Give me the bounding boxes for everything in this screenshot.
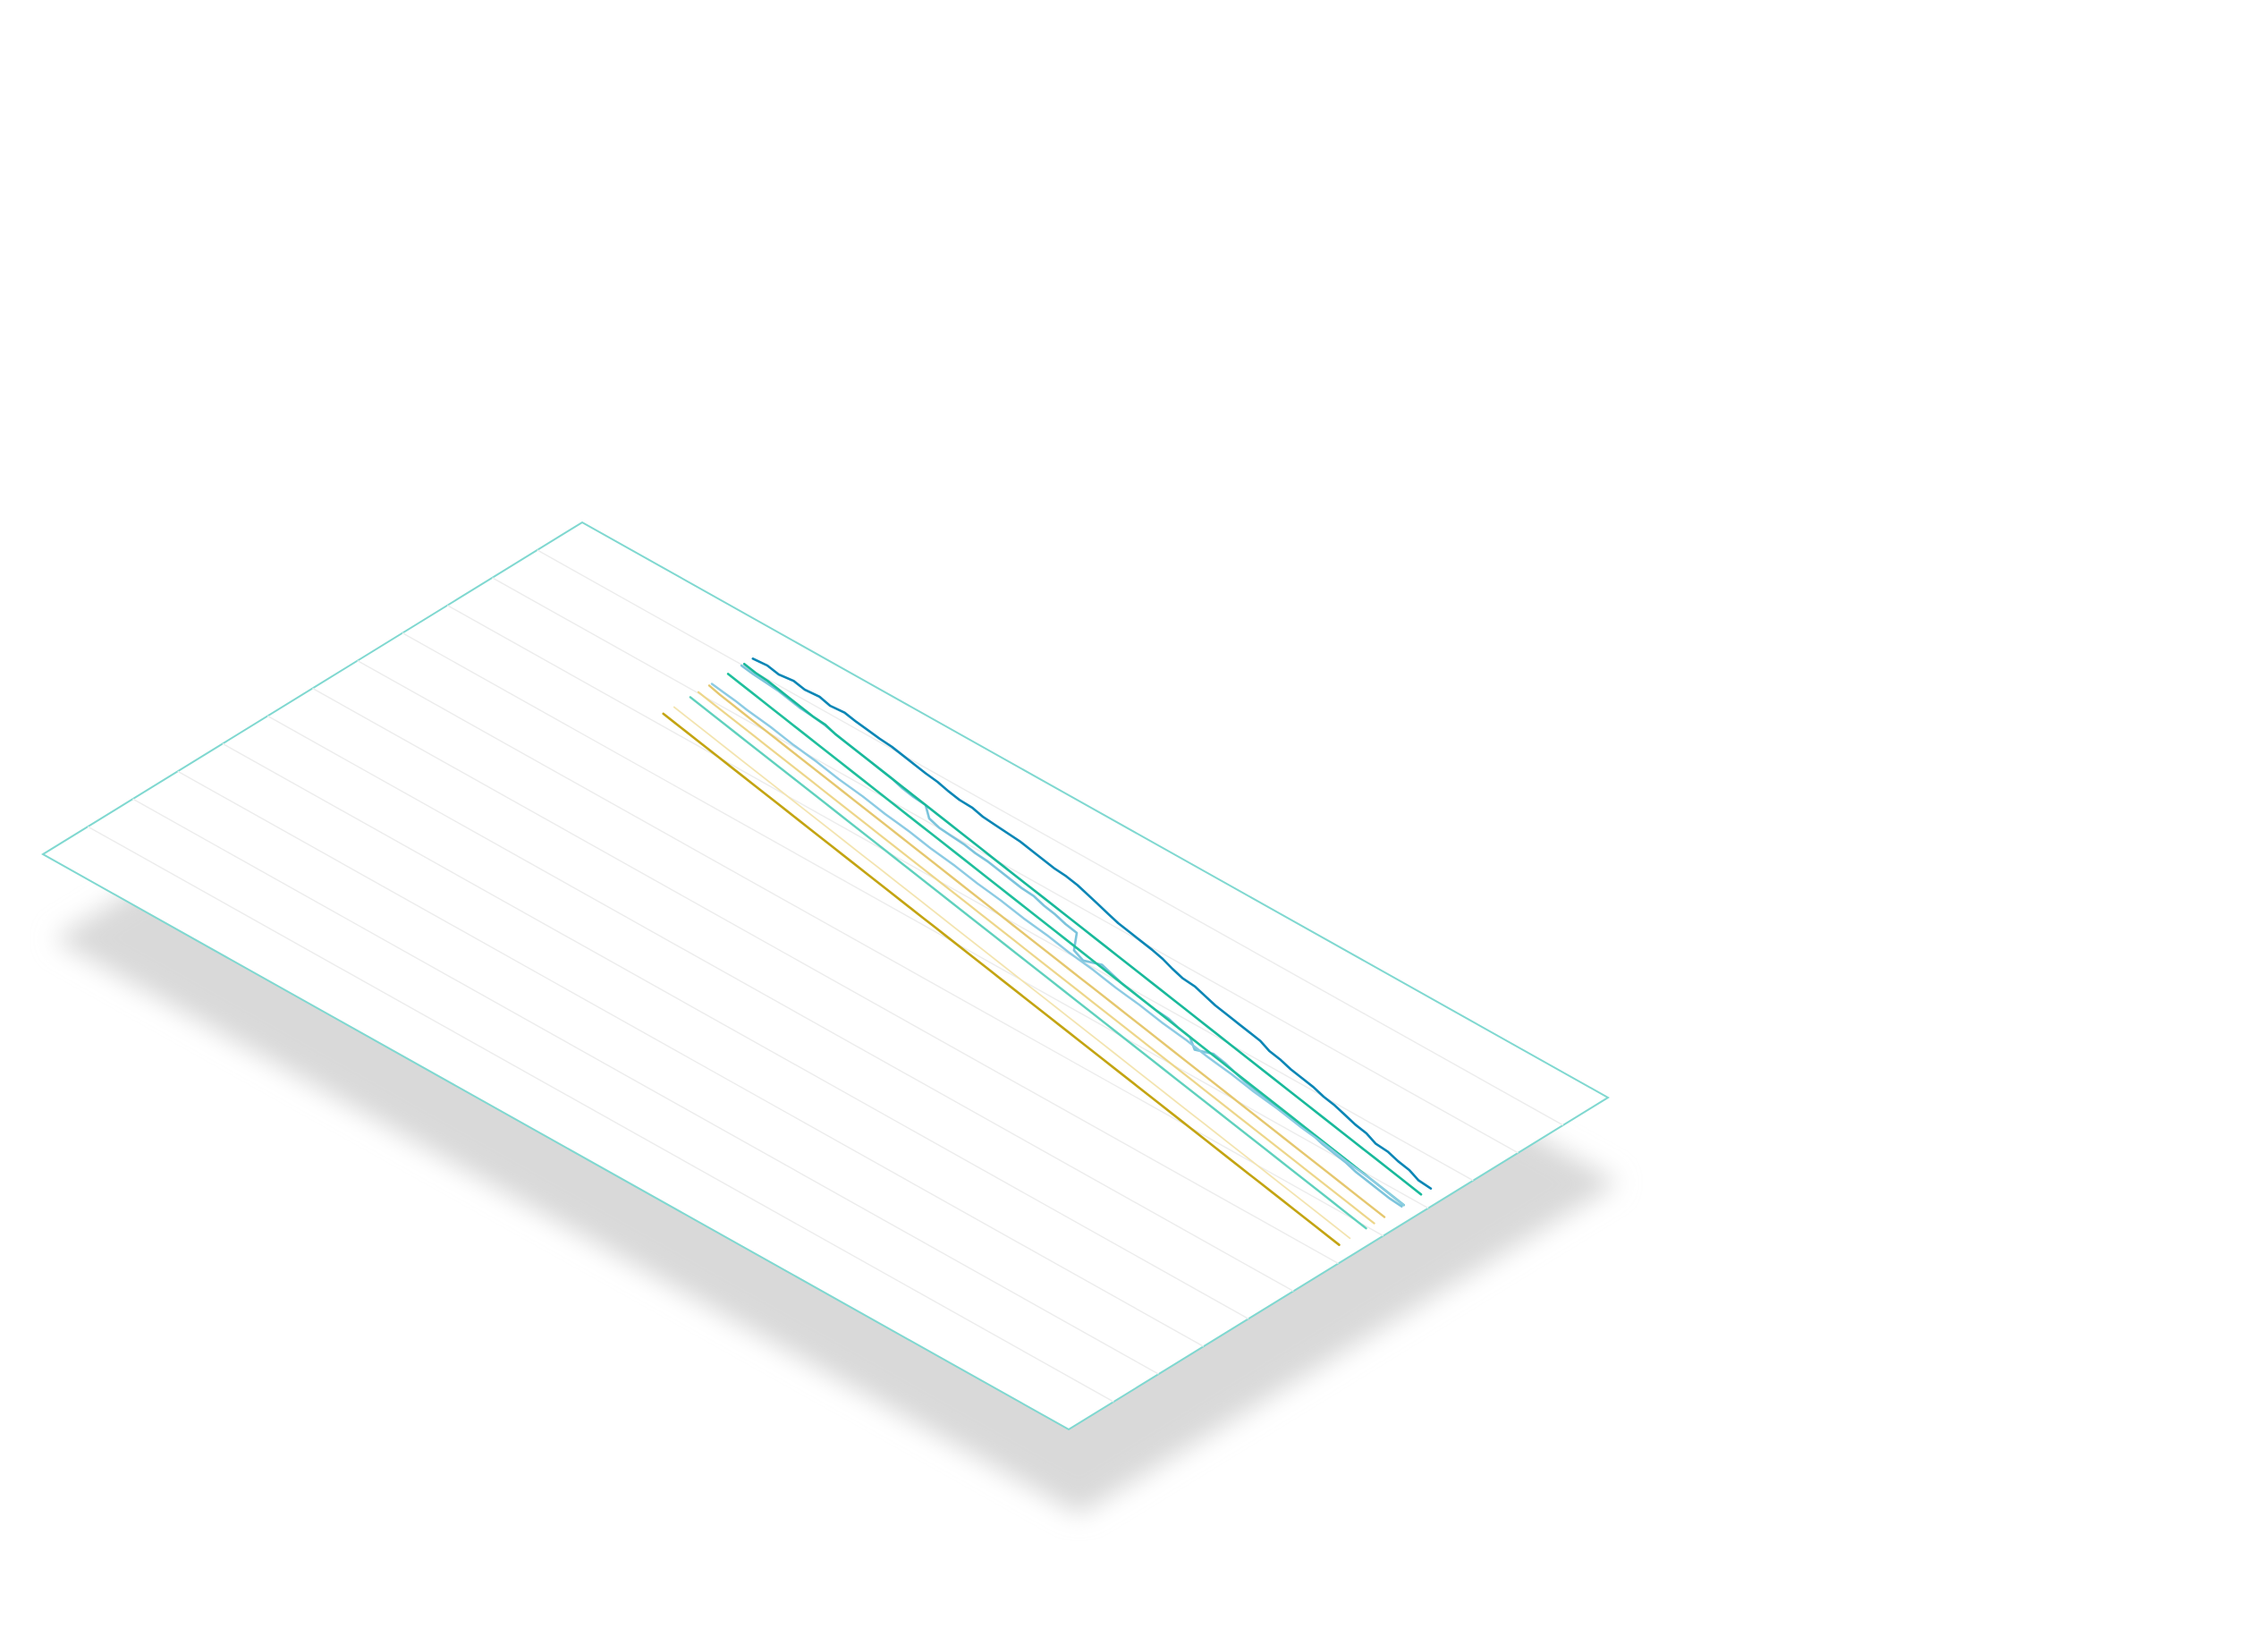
- series-line-3: [742, 662, 1423, 1196]
- series-line-7: [697, 691, 1375, 1225]
- series-line-1: [751, 657, 1433, 1190]
- grid-line: [492, 577, 1519, 1154]
- series-line-4: [726, 673, 1405, 1207]
- series-line-6: [707, 684, 1386, 1218]
- grid-line: [312, 687, 1339, 1265]
- grid-line: [132, 798, 1159, 1375]
- grid-line: [537, 549, 1564, 1126]
- grid-line: [357, 659, 1384, 1237]
- grid-line: [222, 742, 1249, 1319]
- grid-line: [267, 715, 1294, 1293]
- series-line-10: [662, 712, 1341, 1246]
- grid-line: [402, 632, 1429, 1209]
- grid-line: [177, 770, 1205, 1347]
- series-line-8: [689, 696, 1367, 1230]
- grid-lines: [87, 549, 1564, 1403]
- grid-line: [87, 826, 1114, 1403]
- series-line-5: [710, 683, 1405, 1207]
- series-layer: [662, 657, 1433, 1246]
- grid-line: [446, 605, 1474, 1182]
- series-line-9: [673, 706, 1351, 1240]
